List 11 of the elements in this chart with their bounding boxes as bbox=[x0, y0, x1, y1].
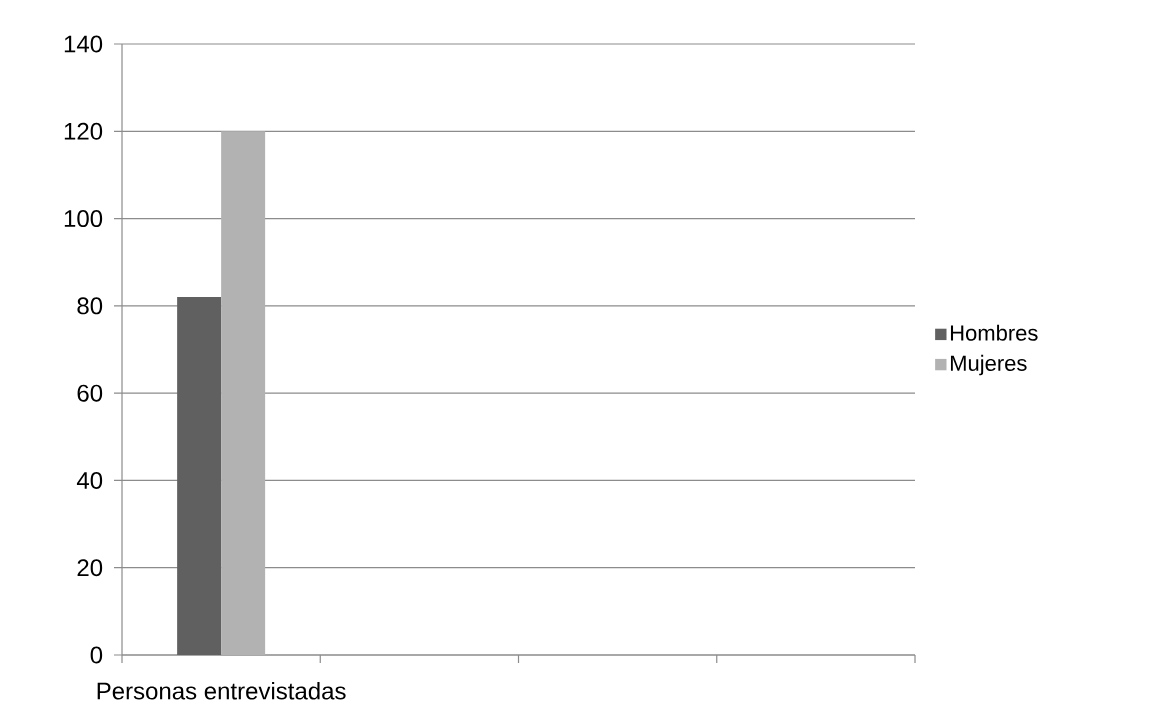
y-tick-label: 60 bbox=[77, 384, 103, 402]
y-tick-label: 20 bbox=[77, 559, 103, 577]
y-tick-label: 40 bbox=[76, 471, 103, 489]
legend-label: Hombres bbox=[950, 324, 1038, 341]
y-tick-label: 100 bbox=[64, 210, 103, 228]
y-tick-label: 80 bbox=[77, 297, 103, 315]
legend-label: Mujeres bbox=[950, 354, 1027, 376]
y-tick-label: 0 bbox=[90, 646, 103, 664]
x-tick-label: Personas entrevistadas bbox=[97, 681, 346, 700]
y-tick-label: 140 bbox=[64, 35, 103, 53]
y-tick-label: 120 bbox=[64, 122, 103, 140]
